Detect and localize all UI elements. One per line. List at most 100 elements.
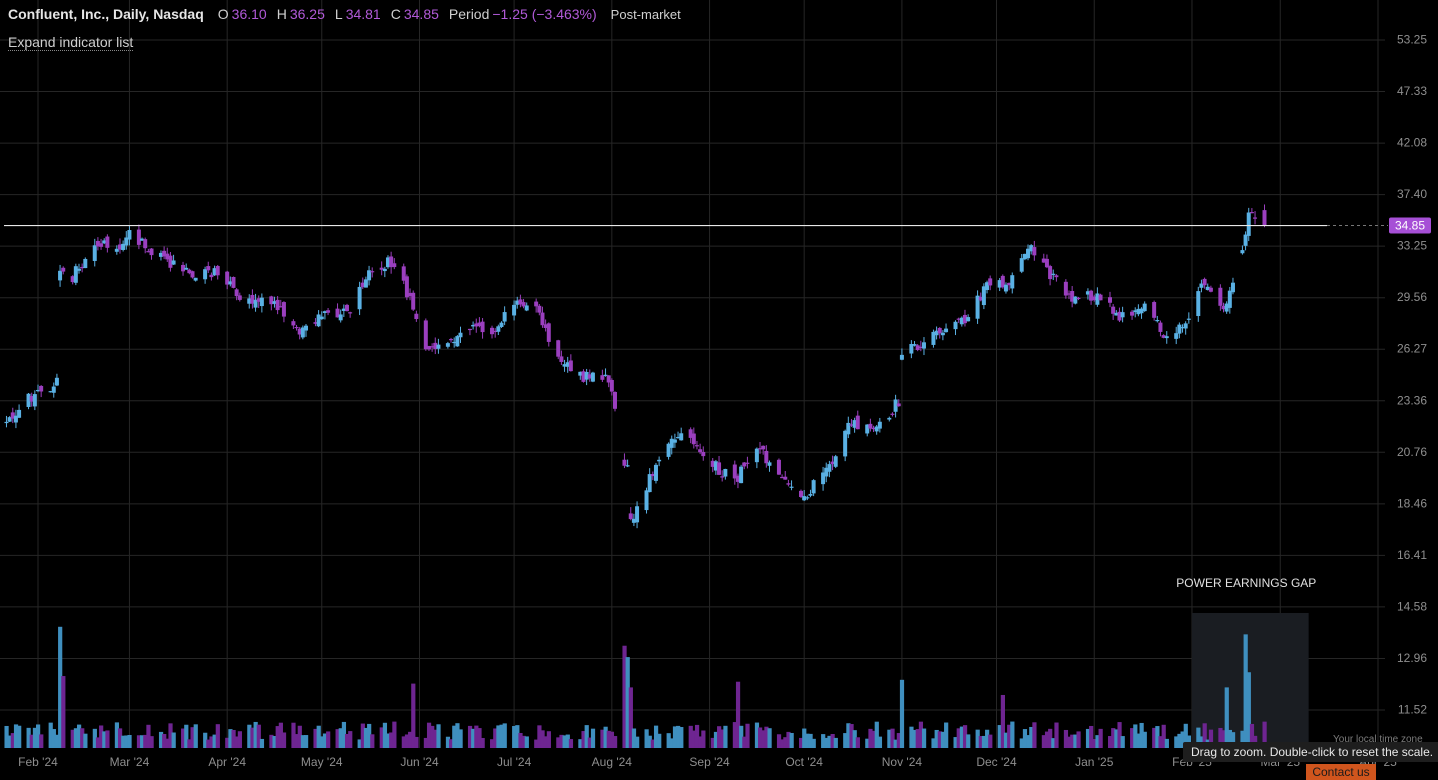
candle-body bbox=[717, 462, 722, 475]
candle-body bbox=[1161, 335, 1166, 338]
volume-bar bbox=[720, 729, 725, 748]
volume-bar bbox=[909, 726, 914, 748]
volume-bar bbox=[827, 735, 832, 748]
volume-bar bbox=[821, 734, 826, 748]
volume-bar bbox=[61, 676, 66, 748]
volume-bar bbox=[981, 735, 987, 748]
candle-body bbox=[868, 423, 873, 429]
candle-body bbox=[124, 237, 129, 246]
volume-bar bbox=[335, 729, 340, 748]
volume-bar bbox=[1224, 687, 1229, 748]
volume-bar bbox=[124, 735, 129, 748]
candle-body bbox=[1098, 294, 1103, 301]
candle-body bbox=[899, 354, 904, 360]
candle-body bbox=[357, 286, 362, 310]
expand-indicator-list-link[interactable]: Expand indicator list bbox=[8, 34, 134, 51]
volume-bar bbox=[802, 728, 807, 748]
candle-body bbox=[206, 266, 211, 271]
period-value: −1.25 (−3.463%) bbox=[492, 6, 597, 22]
candle-body bbox=[581, 371, 586, 382]
candle-body bbox=[871, 427, 876, 430]
candle-body bbox=[669, 438, 674, 448]
candle-body bbox=[449, 339, 454, 341]
volume-bar bbox=[360, 723, 365, 748]
candle-body bbox=[710, 460, 715, 467]
candle-body bbox=[225, 271, 230, 285]
volume-bar bbox=[158, 731, 164, 748]
volume-bar bbox=[581, 731, 586, 748]
candle-body bbox=[653, 464, 658, 481]
volume-bar bbox=[1044, 731, 1050, 748]
candle-body bbox=[430, 346, 435, 348]
candle-body bbox=[720, 476, 725, 478]
volume-bar bbox=[562, 735, 567, 748]
candle-body bbox=[215, 266, 220, 276]
candle-body bbox=[657, 459, 662, 462]
volume-bar bbox=[966, 734, 971, 748]
volume-bar bbox=[1089, 725, 1094, 748]
candle-body bbox=[1136, 308, 1141, 315]
timezone-label: Your local time zone bbox=[1333, 734, 1423, 745]
candle-body bbox=[36, 389, 40, 392]
candle-body bbox=[833, 456, 838, 467]
volume-bar bbox=[713, 731, 719, 748]
candle-body bbox=[322, 311, 327, 313]
volume-bar bbox=[10, 733, 15, 748]
candle-body bbox=[496, 326, 501, 332]
volume-bar bbox=[423, 737, 429, 748]
candle-body bbox=[515, 300, 520, 305]
candle-body bbox=[203, 269, 208, 280]
volume-bar bbox=[102, 731, 107, 748]
volume-bar bbox=[1180, 731, 1185, 748]
candle-body bbox=[181, 264, 186, 272]
volume-bar bbox=[1114, 729, 1119, 748]
candle-body bbox=[256, 298, 261, 302]
candle-body bbox=[666, 443, 671, 457]
zoom-tooltip: Drag to zoom. Double-click to reset the … bbox=[1183, 742, 1438, 762]
candle-body bbox=[1218, 287, 1223, 306]
candle-body bbox=[99, 243, 104, 247]
volume-bar bbox=[868, 728, 873, 748]
volume-bar bbox=[367, 723, 372, 748]
candle-body bbox=[985, 282, 990, 290]
candle-body bbox=[713, 461, 718, 471]
volume-bar bbox=[32, 727, 38, 748]
contact-us-button[interactable]: Contact us bbox=[1306, 764, 1376, 780]
volume-bar bbox=[988, 734, 993, 748]
volume-bar bbox=[1098, 728, 1103, 748]
volume-bar bbox=[1051, 738, 1056, 748]
candle-body bbox=[606, 375, 611, 383]
volume-bar bbox=[39, 734, 44, 748]
volume-bar bbox=[710, 737, 715, 748]
candle-body bbox=[1010, 275, 1015, 289]
candle-body bbox=[978, 296, 983, 301]
volume-bar bbox=[1085, 728, 1091, 748]
volume-bar bbox=[209, 736, 214, 748]
candle-body bbox=[909, 344, 914, 354]
candle-body bbox=[805, 497, 810, 499]
volume-bar bbox=[871, 730, 876, 748]
candle-body bbox=[143, 239, 148, 249]
volume-bar bbox=[408, 731, 413, 748]
candle-body bbox=[1240, 250, 1245, 254]
volume-bar bbox=[912, 729, 917, 748]
candle-body bbox=[348, 312, 353, 314]
candle-body bbox=[458, 332, 463, 338]
candle-body bbox=[679, 433, 684, 441]
candle-body bbox=[701, 451, 706, 457]
volume-bar bbox=[1026, 735, 1031, 748]
candle-body bbox=[786, 483, 791, 485]
candle-body bbox=[944, 328, 949, 333]
volume-bar bbox=[811, 738, 816, 748]
candle-body bbox=[436, 344, 441, 349]
candle-body bbox=[827, 464, 832, 472]
volume-bar bbox=[76, 724, 82, 748]
candle-body bbox=[799, 490, 804, 497]
candle-body bbox=[1076, 297, 1081, 300]
candle-body bbox=[1199, 283, 1204, 288]
volume-bar bbox=[1133, 724, 1138, 748]
volume-bar bbox=[193, 724, 198, 748]
price-tick-label: 33.25 bbox=[1397, 239, 1427, 253]
volume-bar bbox=[253, 721, 258, 748]
